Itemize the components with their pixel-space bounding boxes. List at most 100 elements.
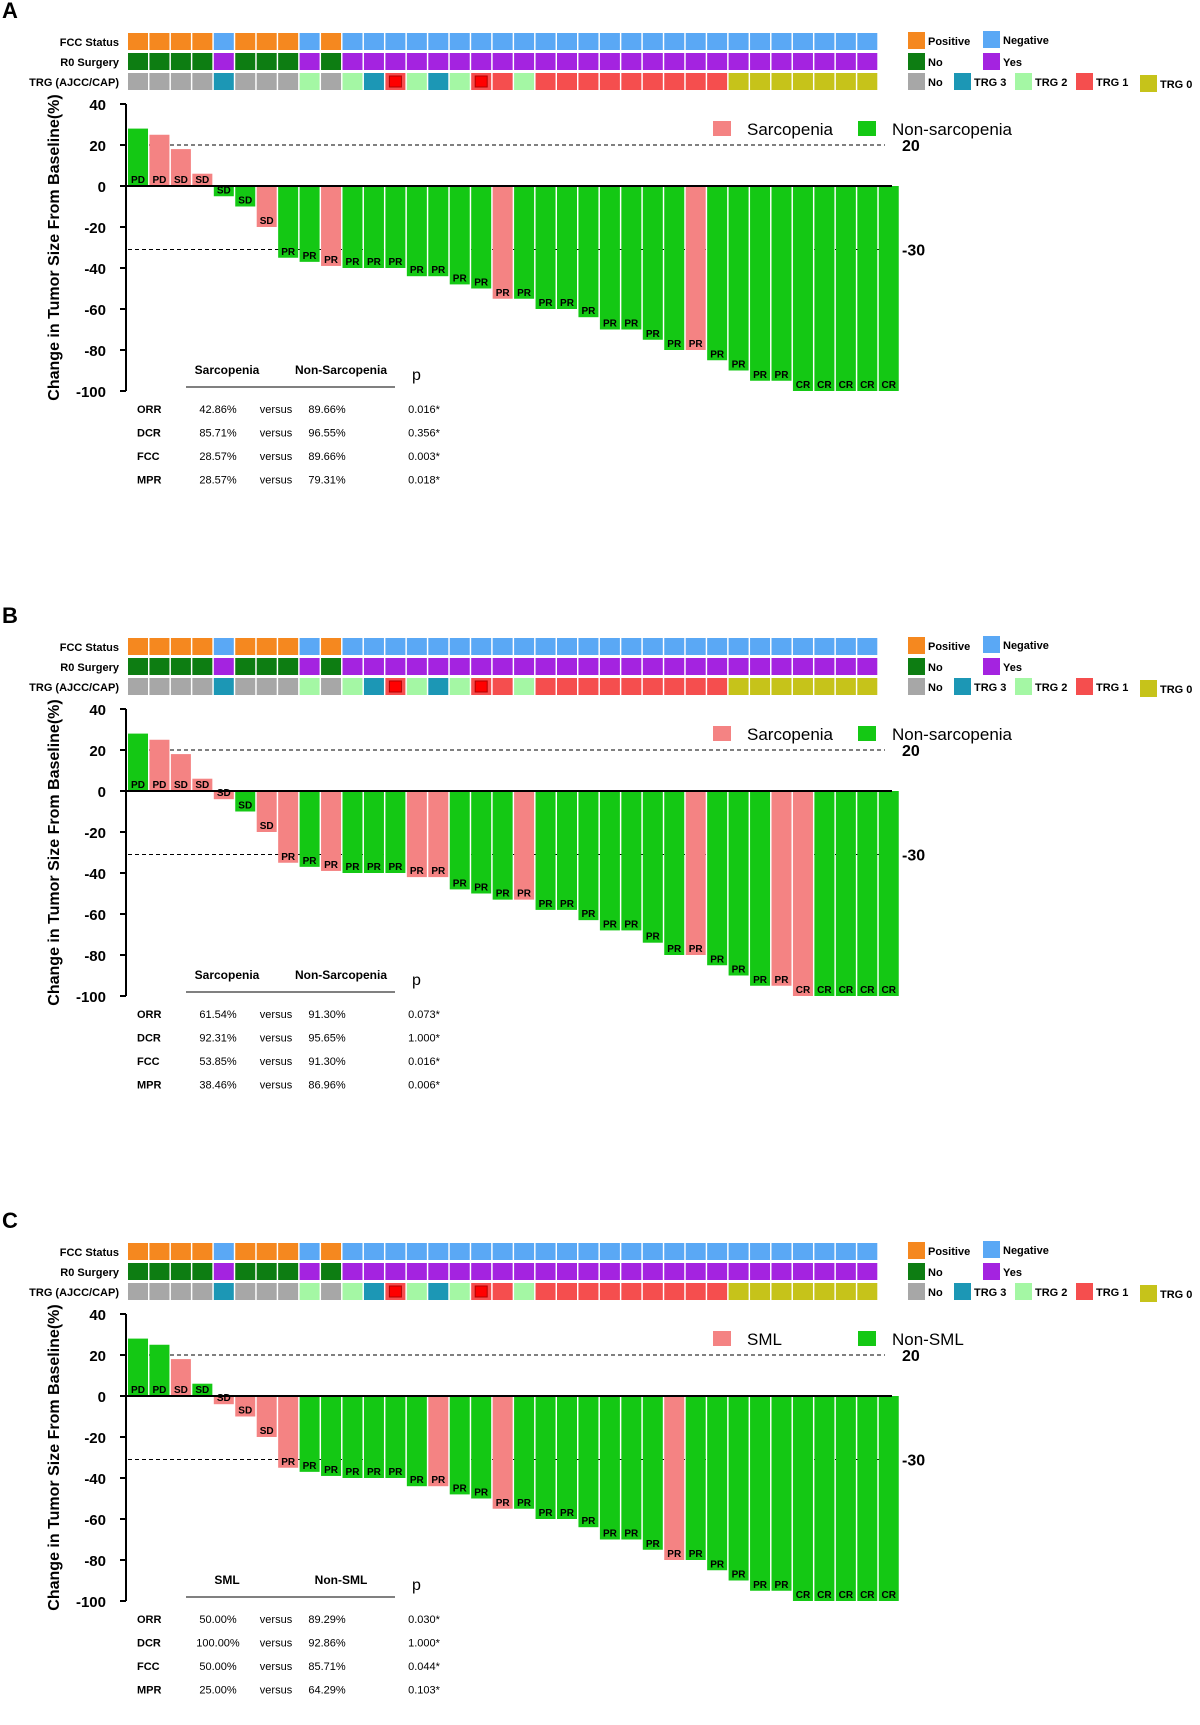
trg-cell-marker bbox=[474, 75, 488, 88]
trg-cell-marker bbox=[388, 75, 402, 88]
r0-cell bbox=[192, 1263, 213, 1280]
bar bbox=[299, 791, 320, 867]
trg-cell bbox=[557, 678, 577, 695]
r0-cell bbox=[149, 658, 170, 675]
trg-cell bbox=[707, 1283, 728, 1300]
y-tick-label: -40 bbox=[84, 866, 106, 883]
bar-response-label: PR bbox=[667, 944, 682, 955]
fcc-cell bbox=[256, 1243, 277, 1260]
trg-cell bbox=[149, 73, 170, 90]
r0-cell bbox=[256, 658, 277, 675]
legend-fcc-negative-swatch bbox=[983, 636, 1000, 653]
stats-row-label: DCR bbox=[137, 1033, 161, 1045]
bar bbox=[814, 791, 835, 996]
trg-cell bbox=[621, 73, 642, 90]
y-tick-label: -20 bbox=[84, 1430, 106, 1447]
r0-cell bbox=[321, 1263, 342, 1280]
r0-cell bbox=[406, 53, 427, 70]
legend-trg-3-swatch bbox=[954, 1283, 971, 1300]
r0-cell bbox=[213, 53, 234, 70]
trg-cell bbox=[235, 73, 256, 90]
bar-response-label: SD bbox=[238, 1406, 252, 1417]
panel-c: C FCC Status R0 Surgery TRG (AJCC/CAP) Posi… bbox=[2, 1208, 1192, 1697]
fcc-cell bbox=[213, 1243, 234, 1260]
bar-response-label: PR bbox=[710, 1559, 725, 1570]
r0-cell bbox=[599, 1263, 620, 1280]
r0-cell bbox=[299, 658, 320, 675]
bar bbox=[728, 791, 749, 976]
y-tick-label: 40 bbox=[89, 1307, 106, 1324]
fcc-cell bbox=[192, 33, 213, 50]
bar-response-label: PR bbox=[539, 1508, 554, 1519]
panel-letter: A bbox=[2, 0, 18, 23]
trg-cell bbox=[685, 73, 706, 90]
stats-row-label: ORR bbox=[137, 1614, 162, 1626]
bar-response-label: CR bbox=[796, 1590, 811, 1601]
fcc-cell bbox=[835, 638, 856, 655]
stats-value-group1: 25.00% bbox=[199, 1685, 237, 1697]
trg-cell bbox=[213, 73, 234, 90]
bar-response-label: CR bbox=[839, 985, 854, 996]
fcc-cell bbox=[492, 1243, 513, 1260]
bar bbox=[514, 791, 535, 900]
bar-response-label: PD bbox=[131, 780, 145, 791]
stats-row-label: ORR bbox=[137, 404, 162, 416]
trg-cell bbox=[621, 1283, 642, 1300]
trg-cell bbox=[428, 73, 449, 90]
stats-p-value: 0.044* bbox=[408, 1661, 441, 1673]
r0-cell bbox=[857, 53, 878, 70]
legend-fcc-positive-swatch bbox=[908, 637, 925, 654]
r0-cell bbox=[792, 658, 813, 675]
bar bbox=[192, 778, 213, 791]
fcc-cell bbox=[750, 1243, 771, 1260]
trg-cell bbox=[256, 1283, 277, 1300]
fcc-cell bbox=[321, 1243, 342, 1260]
bar-response-label: CR bbox=[860, 985, 875, 996]
trg-cell bbox=[428, 1283, 449, 1300]
legend-fcc-positive-label: Positive bbox=[928, 1246, 970, 1258]
r0-cell bbox=[664, 53, 685, 70]
fcc-cell bbox=[256, 638, 277, 655]
legend-r0-yes-label: Yes bbox=[1003, 1267, 1022, 1279]
trg-cell bbox=[449, 1283, 470, 1300]
bar bbox=[471, 1396, 492, 1499]
r0-cell bbox=[835, 658, 856, 675]
bar-response-label: CR bbox=[796, 985, 811, 996]
bar bbox=[471, 186, 492, 289]
r0-cell bbox=[685, 1263, 706, 1280]
bar bbox=[128, 128, 148, 186]
legend-fcc-positive-label: Positive bbox=[928, 36, 970, 48]
y-tick-label: -100 bbox=[76, 384, 106, 401]
fcc-cell bbox=[471, 1243, 492, 1260]
stats-p-value: 0.356* bbox=[408, 428, 441, 440]
bar-response-label: PR bbox=[689, 339, 704, 350]
legend-fcc-negative-label: Negative bbox=[1003, 1245, 1049, 1257]
fcc-cell bbox=[170, 638, 191, 655]
y-tick-label: 40 bbox=[89, 97, 106, 114]
fcc-cell bbox=[707, 1243, 728, 1260]
bar-response-label: PR bbox=[346, 862, 361, 873]
trg-cell bbox=[771, 678, 792, 695]
trg-cell bbox=[235, 678, 256, 695]
trg-cell bbox=[728, 1283, 749, 1300]
fcc-cell bbox=[342, 1243, 363, 1260]
y-tick-label: -80 bbox=[84, 948, 106, 965]
legend-swatch-group1 bbox=[713, 121, 731, 136]
fcc-cell bbox=[750, 638, 771, 655]
fcc-cell bbox=[428, 1243, 449, 1260]
bar bbox=[256, 186, 277, 227]
bar bbox=[685, 186, 706, 350]
trg-cell bbox=[278, 1283, 299, 1300]
trg-cell bbox=[299, 73, 320, 90]
bar-response-label: PR bbox=[560, 298, 575, 309]
bar bbox=[792, 1396, 813, 1601]
r0-cell bbox=[213, 1263, 234, 1280]
bar-response-label: PR bbox=[474, 883, 489, 894]
fcc-cell bbox=[514, 638, 535, 655]
legend-r0-no-label: No bbox=[928, 1267, 943, 1279]
fcc-cell bbox=[535, 33, 556, 50]
trg-cell bbox=[492, 73, 513, 90]
reference-line-label: -30 bbox=[902, 243, 925, 260]
r0-cell bbox=[642, 658, 663, 675]
legend-swatch-group2 bbox=[858, 1331, 876, 1346]
